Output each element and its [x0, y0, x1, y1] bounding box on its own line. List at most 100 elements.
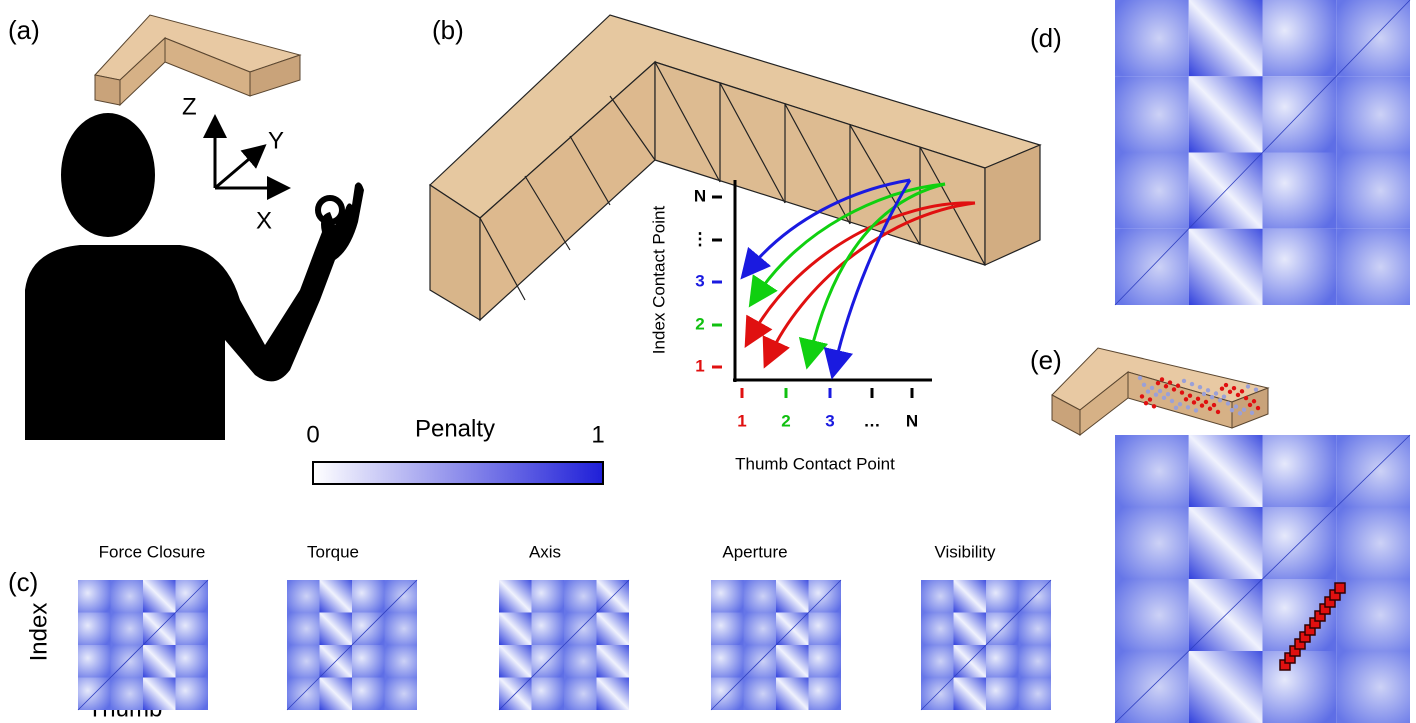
matrix-block	[143, 580, 176, 613]
contact-dot	[1238, 411, 1242, 415]
matrix-block	[1019, 678, 1052, 711]
contact-dot	[1234, 404, 1238, 408]
grasp-marker	[1335, 583, 1345, 593]
matrix-block	[1263, 435, 1337, 507]
contact-dot	[1170, 399, 1174, 403]
contact-dot	[1186, 405, 1190, 409]
contact-dot	[1160, 377, 1164, 381]
contact-dot	[1192, 400, 1196, 404]
contact-dot	[1208, 407, 1212, 411]
matrix-block	[320, 678, 353, 711]
contact-dot	[1220, 386, 1224, 390]
matrix-title: Visibility	[934, 542, 996, 561]
matrix-block	[532, 580, 565, 613]
matrix-block	[776, 645, 809, 678]
colorbar-max: 1	[591, 421, 604, 448]
matrix-block	[352, 645, 385, 678]
matrix-block	[1336, 507, 1410, 579]
matrix-block	[1336, 651, 1410, 723]
panel-label: (d)	[1030, 23, 1062, 53]
contact-dot	[1144, 401, 1148, 405]
matrix-block	[744, 678, 777, 711]
contact-dot	[1138, 376, 1142, 380]
matrix-block	[1189, 435, 1263, 507]
matrix-block	[352, 678, 385, 711]
matrix-block	[320, 580, 353, 613]
contact-dot	[1200, 403, 1204, 407]
contact-dot	[1212, 403, 1216, 407]
matrix-block	[78, 645, 111, 678]
matrix-block	[564, 678, 597, 711]
y-tick-label: 3	[695, 271, 704, 290]
penalty-matrix	[499, 580, 629, 710]
matrix-block	[986, 645, 1019, 678]
matrix-block	[809, 613, 842, 646]
contact-dot	[1182, 379, 1186, 383]
silhouette	[25, 113, 364, 440]
contact-dot	[1188, 393, 1192, 397]
matrix-block	[176, 613, 209, 646]
contact-dot	[1218, 398, 1222, 402]
contact-dot	[1174, 406, 1178, 410]
penalty-matrix	[1115, 0, 1410, 305]
contact-dot	[1214, 391, 1218, 395]
matrix-title: Torque	[307, 542, 359, 561]
colorbar	[313, 462, 603, 484]
figure: (a) Z Y X (b) N⋮321123…N	[0, 0, 1416, 723]
y-label: Index	[25, 603, 52, 662]
matrix-block	[287, 613, 320, 646]
matrix-block	[744, 613, 777, 646]
matrix-block	[954, 580, 987, 613]
matrix-block	[954, 678, 987, 711]
matrix-block	[711, 613, 744, 646]
penalty-matrix	[711, 580, 841, 710]
colorbar-title: Penalty	[415, 415, 495, 442]
contact-dot	[1198, 385, 1202, 389]
panel-label: (e)	[1030, 345, 1062, 375]
contact-dot	[1162, 396, 1166, 400]
matrix-block	[954, 613, 987, 646]
contact-dot	[1228, 390, 1232, 394]
contact-dot	[1250, 411, 1254, 415]
contact-dot	[1196, 397, 1200, 401]
matrix-block	[1189, 0, 1263, 76]
y-tick-label: 1	[695, 356, 704, 375]
matrix-block	[711, 645, 744, 678]
axis-label: Y	[268, 127, 284, 154]
matrix-block	[564, 645, 597, 678]
matrix-block	[597, 678, 630, 711]
matrix-title: Axis	[529, 542, 561, 561]
matrix-block	[1336, 579, 1410, 651]
contact-dot	[1224, 383, 1228, 387]
matrix-block	[111, 580, 144, 613]
y-tick-label: 2	[695, 314, 704, 333]
matrix-block	[986, 678, 1019, 711]
matrix-block	[1115, 507, 1189, 579]
contact-dot	[1232, 386, 1236, 390]
matrix-block	[111, 678, 144, 711]
matrix-block	[597, 613, 630, 646]
contact-dot	[1168, 380, 1172, 384]
matrix-block	[1336, 153, 1410, 229]
matrix-block	[143, 645, 176, 678]
matrix-block	[809, 645, 842, 678]
x-tick-label: N	[906, 411, 918, 430]
contact-dot	[1148, 397, 1152, 401]
matrix-block	[1263, 651, 1337, 723]
contact-dot	[1252, 399, 1256, 403]
matrix-block	[1115, 435, 1189, 507]
contact-dot	[1178, 402, 1182, 406]
contact-dot	[1150, 386, 1154, 390]
matrix-title: Aperture	[722, 542, 787, 561]
small-beam	[95, 15, 300, 105]
matrix-block	[1115, 579, 1189, 651]
matrix-block	[564, 580, 597, 613]
matrix-block	[1189, 507, 1263, 579]
matrix-block	[385, 613, 418, 646]
contact-dot	[1222, 394, 1226, 398]
x-tick-label: …	[864, 411, 881, 430]
contact-dot	[1146, 389, 1150, 393]
contact-dot	[1164, 384, 1168, 388]
contact-dot	[1206, 388, 1210, 392]
contact-dot	[1242, 408, 1246, 412]
